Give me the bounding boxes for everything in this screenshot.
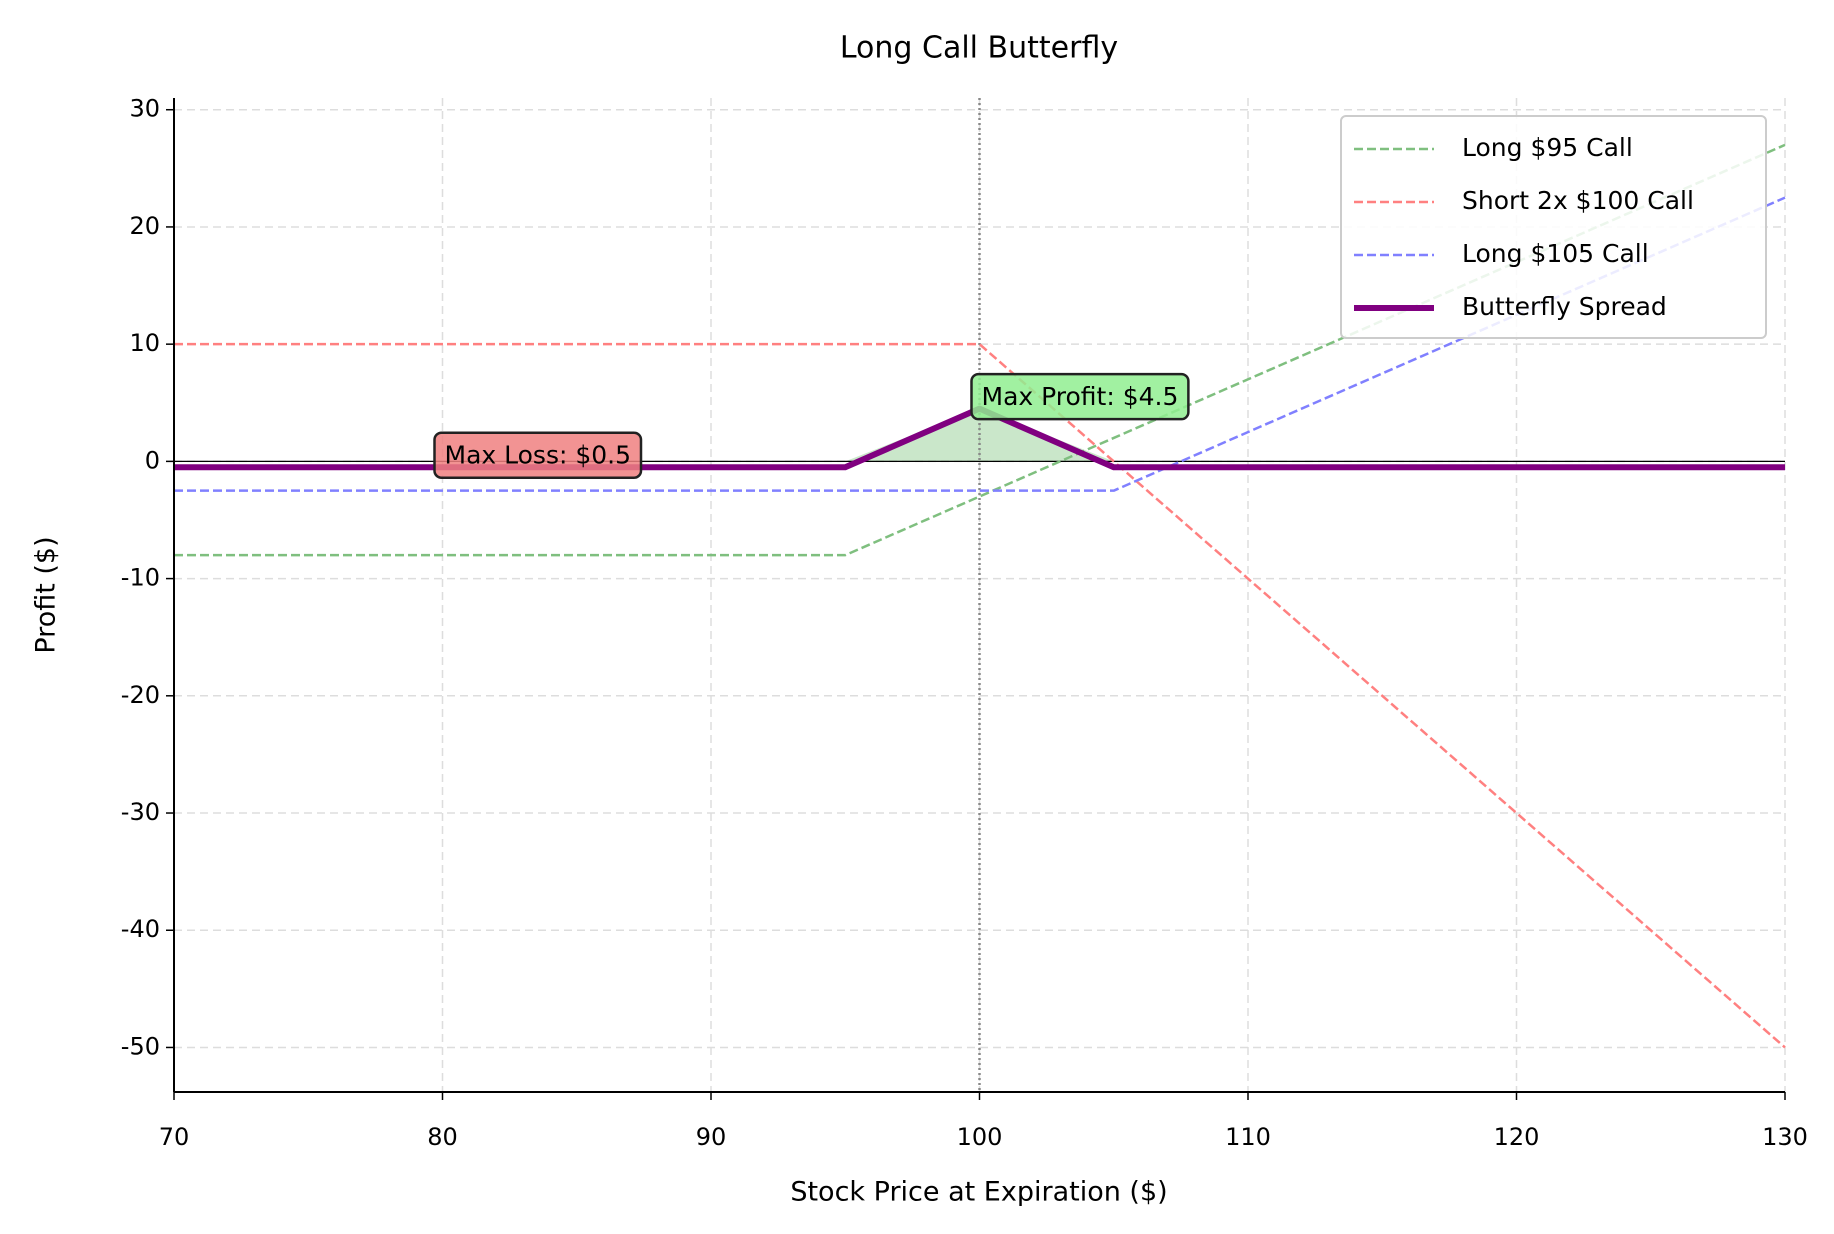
y-tick-label: 10 [129,329,160,357]
x-tick-label: 130 [1762,1123,1808,1151]
y-tick-label: -40 [121,915,160,943]
y-tick-label: 30 [129,95,160,123]
legend-label: Long $105 Call [1462,239,1649,268]
annotation: Max Profit: $4.5 [970,372,1190,421]
legend-label: Short 2x $100 Call [1462,186,1694,215]
y-tick-label: 0 [145,446,160,474]
annotation-box [433,431,643,479]
chart-title: Long Call Butterfly [840,31,1118,66]
legend-box [1340,115,1767,339]
y-tick-label: -50 [121,1032,160,1060]
series-line [174,342,1786,1049]
y-tick-label: -20 [121,681,160,709]
x-tick-label: 110 [1225,1123,1271,1151]
legend: Long $95 Call Short 2x $100 Call Long $105… [1340,115,1767,339]
legend-label: Long $95 Call [1462,133,1633,162]
x-axis-label: Stock Price at Expiration ($) [790,1177,1167,1208]
annotation-box [970,372,1190,421]
legend-label: Butterfly Spread [1462,292,1667,321]
x-tick-label: 80 [427,1123,458,1151]
y-tick-label: -30 [121,798,160,826]
annotation: Max Loss: $0.5 [433,431,643,479]
x-tick-label: 90 [696,1123,727,1151]
y-axis-label: Profit ($) [31,536,62,653]
annotation-text: Max Profit: $4.5 [982,382,1179,411]
y-tick-label: -10 [121,564,160,592]
annotation-text: Max Loss: $0.5 [445,441,632,470]
x-tick-label: 120 [1494,1123,1540,1151]
x-tick-label: 70 [159,1123,190,1151]
x-tick-label: 100 [957,1123,1003,1151]
series-line [174,196,1786,492]
series-line [174,143,1786,557]
y-tick-label: 20 [129,212,160,240]
